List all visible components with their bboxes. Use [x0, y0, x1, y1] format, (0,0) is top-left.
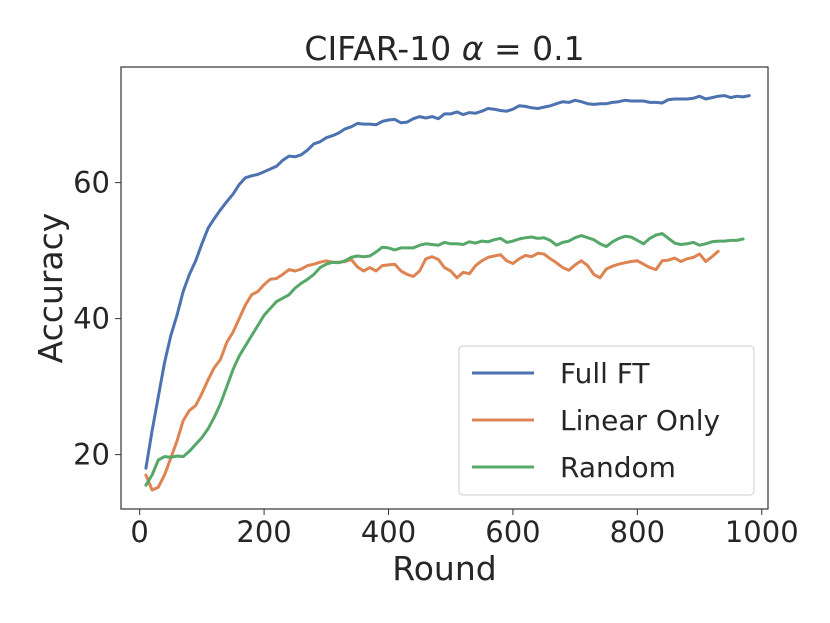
series-line-linear-only: [144, 249, 720, 492]
chart-title: CIFAR-10 α = 0.1: [304, 29, 584, 68]
y-axis-ticks: 20 40 60: [73, 166, 121, 472]
x-axis-ticks: 0 200 400 600 800 1000: [130, 509, 799, 549]
legend-box: [458, 345, 755, 496]
y-tick-label: 60: [73, 166, 110, 200]
legend: Full FT Linear Only Random: [458, 345, 755, 496]
x-tick-label: 600: [485, 515, 540, 549]
series-line-full-ft: [144, 94, 751, 470]
x-tick-label: 0: [130, 515, 148, 549]
series-layer: [144, 94, 751, 492]
legend-label-full-ft: Full FT: [560, 357, 650, 390]
y-axis-label: Accuracy: [31, 213, 70, 364]
legend-label-random: Random: [560, 451, 676, 484]
series-line-random: [144, 232, 745, 487]
legend-label-linear-only: Linear Only: [560, 404, 720, 437]
y-tick-label: 40: [73, 302, 110, 336]
x-axis-label: Round: [392, 549, 496, 588]
x-tick-label: 400: [361, 515, 416, 549]
y-tick-label: 20: [73, 438, 110, 472]
x-tick-label: 200: [236, 515, 291, 549]
x-tick-label: 1000: [725, 515, 799, 549]
x-tick-label: 800: [610, 515, 665, 549]
